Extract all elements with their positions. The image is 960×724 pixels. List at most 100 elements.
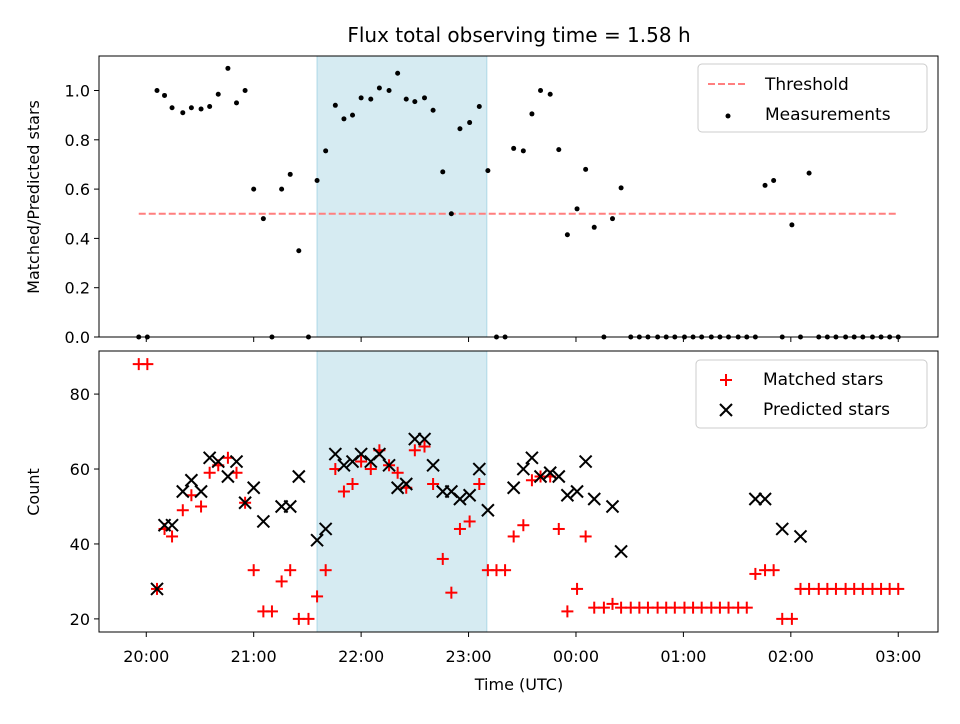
- measurement-point: [556, 147, 562, 153]
- measurement-point: [403, 96, 409, 102]
- legend-threshold-label: Threshold: [764, 75, 849, 95]
- panel-ratio: 0.0 0.2 0.4 0.6 0.8 1.0 Matched/Predicted sta…: [24, 55, 939, 347]
- predicted-star-marker: [453, 492, 467, 506]
- matched-star-marker: [302, 612, 315, 625]
- predicted-star-marker: [390, 481, 405, 495]
- matched-star-marker: [892, 582, 905, 595]
- matched-star-marker: [346, 478, 359, 491]
- predicted-star-marker: [328, 447, 343, 461]
- x-tick-label: 03:00: [875, 647, 921, 666]
- x-tick-label: 21:00: [231, 647, 277, 666]
- measurement-point: [260, 216, 266, 222]
- predicted-star-marker: [578, 454, 593, 469]
- measurement-point: [538, 88, 544, 94]
- matched-star-marker: [166, 530, 179, 543]
- legend-matched-swatch: [720, 374, 732, 386]
- predicted-star-marker: [399, 477, 413, 491]
- measurement-point: [395, 70, 401, 76]
- measurement-point: [350, 112, 356, 118]
- measurement-point: [279, 186, 285, 192]
- y-tick-label: 0.4: [65, 229, 90, 248]
- measurement-point: [583, 166, 589, 172]
- predicted-star-marker: [793, 529, 808, 544]
- predicted-star-marker: [560, 488, 575, 502]
- predicted-star-marker: [748, 492, 763, 506]
- predicted-star-marker: [184, 473, 199, 487]
- measurement-point: [376, 85, 382, 91]
- measurement-point: [440, 169, 446, 175]
- legend-measurements-label: Measurements: [765, 105, 891, 125]
- matched-star-marker: [499, 564, 512, 577]
- matched-star-marker: [337, 485, 350, 498]
- matched-star-marker: [453, 522, 466, 535]
- matched-star-marker: [418, 440, 431, 453]
- measurement-point: [188, 105, 194, 111]
- legend-box: [697, 63, 928, 133]
- measurement-point: [609, 216, 615, 222]
- predicted-star-marker: [354, 447, 368, 461]
- y-tick-label: 0.6: [65, 180, 90, 199]
- measurement-point: [520, 148, 526, 154]
- chart-title: Flux total observing time = 1.58 h: [347, 23, 690, 47]
- legend-box: [695, 359, 928, 429]
- matched-star-marker: [740, 601, 753, 614]
- measurement-point: [485, 168, 491, 174]
- measurement-point: [323, 148, 329, 154]
- matched-star-marker: [284, 564, 297, 577]
- measurement-point: [358, 95, 364, 101]
- y-tick-label: 80: [70, 385, 90, 404]
- matched-star-marker: [355, 455, 368, 468]
- matched-star-marker: [507, 530, 520, 543]
- predicted-star-marker: [372, 447, 387, 461]
- y-tick-label: 40: [70, 535, 90, 554]
- measurement-point: [242, 88, 248, 94]
- matched-star-marker: [176, 504, 189, 517]
- observing-window-shade: [316, 55, 488, 338]
- panel-count-x-ticks: 20:00 21:00 22:00 23:00 00:00 01:00 02:00 03:00: [123, 632, 921, 666]
- measurement-point: [225, 65, 231, 71]
- predicted-star-marker: [462, 488, 477, 502]
- measurement-point: [529, 111, 535, 117]
- matched-star-marker: [597, 601, 610, 614]
- matched-star-marker: [427, 478, 440, 491]
- predicted-star-marker: [570, 484, 584, 499]
- measurement-point: [251, 186, 257, 192]
- measurement-point: [448, 211, 454, 217]
- x-tick-label: 23:00: [445, 647, 491, 666]
- measurement-point: [618, 185, 624, 191]
- predicted-star-marker: [506, 481, 521, 495]
- matched-star-marker: [749, 567, 762, 580]
- legend-measurements-swatch: [725, 113, 731, 119]
- measurement-point: [762, 182, 768, 188]
- measurement-point: [511, 145, 517, 151]
- legend-matched-label: Matched stars: [763, 370, 883, 390]
- measurement-point: [296, 248, 302, 254]
- panel-count-ylabel: Count: [24, 468, 43, 516]
- matched-star-marker: [579, 530, 592, 543]
- predicted-star-marker: [246, 481, 261, 495]
- predicted-stars-series: [150, 432, 808, 596]
- panel-count: 20 40 60 80 20:00 21:00 22:00 23:00 00:00 01:00 0…: [24, 350, 939, 694]
- measurement-point: [591, 224, 597, 230]
- x-tick-label: 00:00: [553, 647, 599, 666]
- panel-ratio-x-ticks: [145, 337, 899, 342]
- matched-star-marker: [275, 575, 288, 588]
- legend-predicted-label: Predicted stars: [763, 400, 890, 420]
- x-tick-label: 22:00: [338, 647, 384, 666]
- predicted-star-marker: [292, 469, 306, 484]
- matched-star-marker: [364, 463, 377, 476]
- panel-count-y-ticks: 20 40 60 80: [70, 385, 99, 629]
- predicted-star-marker: [238, 496, 252, 510]
- measurement-point: [789, 222, 795, 228]
- matched-star-marker: [391, 466, 404, 479]
- predicted-star-marker: [614, 544, 628, 559]
- measurement-point: [412, 99, 418, 105]
- y-tick-label: 1.0: [65, 82, 90, 101]
- predicted-star-marker: [221, 469, 235, 484]
- predicted-star-marker: [318, 522, 333, 536]
- predicted-star-marker: [481, 503, 495, 517]
- panel-ratio-y-ticks: 0.0 0.2 0.4 0.6 0.8 1.0: [65, 82, 99, 347]
- matched-star-marker: [436, 552, 449, 565]
- measurement-point: [574, 206, 580, 212]
- measurement-point: [564, 232, 570, 238]
